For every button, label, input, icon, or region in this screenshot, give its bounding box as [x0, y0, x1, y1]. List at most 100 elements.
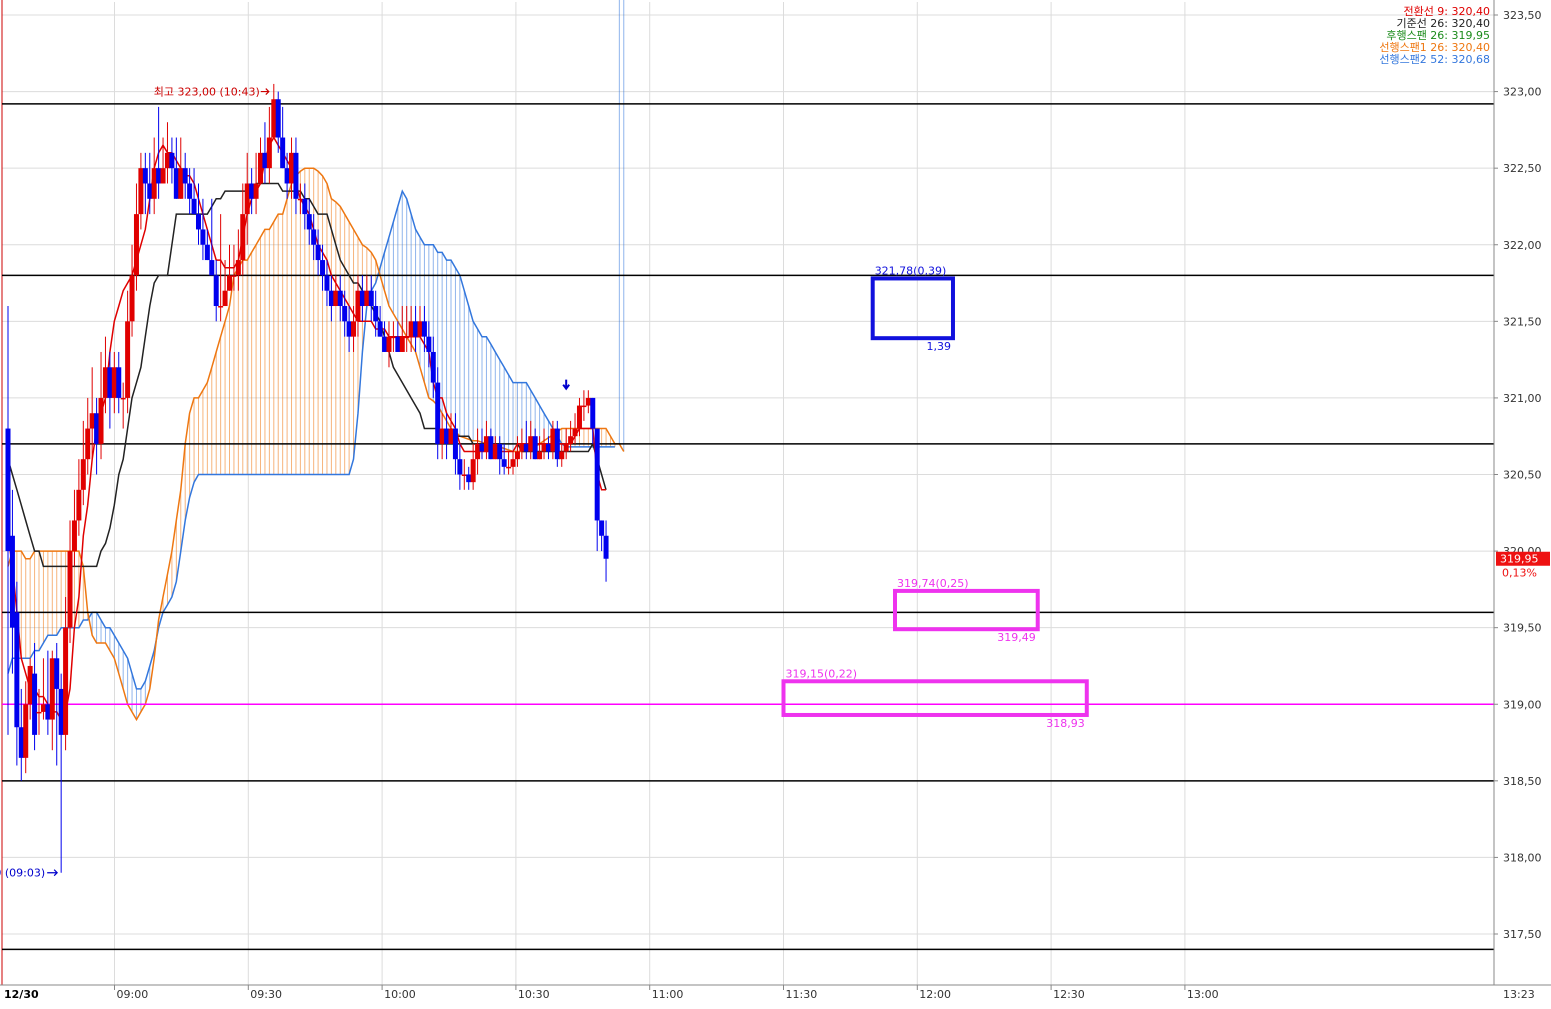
candle-down[interactable] [311, 229, 317, 245]
candle-down[interactable] [523, 443, 529, 452]
candle-down[interactable] [413, 321, 419, 337]
candle-down[interactable] [249, 183, 255, 199]
candle-up[interactable] [151, 168, 157, 199]
candle-down[interactable] [603, 535, 609, 559]
candle-down[interactable] [262, 152, 268, 169]
candle-down[interactable] [173, 168, 179, 199]
candle-up[interactable] [585, 397, 591, 406]
candle-up[interactable] [528, 436, 534, 452]
candle-down[interactable] [444, 428, 450, 444]
candle-up[interactable] [258, 152, 264, 184]
candle-up[interactable] [470, 459, 476, 483]
candle-down[interactable] [545, 443, 551, 452]
candle-up[interactable] [67, 551, 73, 628]
candle-up[interactable] [89, 413, 95, 429]
candle-up[interactable] [23, 704, 29, 758]
candle-up[interactable] [76, 489, 82, 521]
candle-down[interactable] [156, 168, 162, 184]
candle-down[interactable] [497, 443, 503, 460]
candle-down[interactable] [275, 99, 281, 138]
candle-up[interactable] [483, 436, 489, 452]
candle-down[interactable] [501, 459, 507, 467]
candle-up[interactable] [297, 198, 303, 201]
candle-down[interactable] [590, 397, 596, 429]
candle-down[interactable] [5, 428, 11, 552]
candle-up[interactable] [461, 474, 467, 477]
candle-down[interactable] [457, 459, 463, 475]
candle-up[interactable] [404, 336, 410, 339]
candle-down[interactable] [54, 658, 60, 689]
candle-down[interactable] [187, 183, 193, 199]
candle-down[interactable] [293, 152, 299, 199]
candle-up[interactable] [355, 290, 361, 322]
candle-up[interactable] [266, 137, 272, 169]
candle-up[interactable] [417, 321, 423, 337]
candle-up[interactable] [364, 290, 370, 307]
candle-down[interactable] [594, 428, 600, 521]
candle-down[interactable] [58, 688, 64, 735]
candle-up[interactable] [133, 214, 139, 276]
candle-up[interactable] [40, 704, 46, 712]
candle-up[interactable] [439, 428, 445, 444]
candle-down[interactable] [435, 382, 441, 444]
candle-up[interactable] [448, 428, 454, 444]
candle-down[interactable] [452, 428, 458, 460]
candle-down[interactable] [147, 183, 153, 199]
candle-up[interactable] [27, 665, 33, 705]
candle-up[interactable] [541, 443, 547, 452]
candle-down[interactable] [280, 137, 286, 169]
candle-up[interactable] [138, 168, 144, 215]
candle-up[interactable] [231, 275, 237, 277]
candle-up[interactable] [235, 260, 241, 276]
candle-up[interactable] [125, 321, 131, 398]
candle-up[interactable] [218, 306, 224, 308]
candle-down[interactable] [14, 612, 20, 728]
candle-up[interactable] [98, 397, 104, 444]
candle-down[interactable] [191, 198, 197, 215]
candle-down[interactable] [337, 290, 343, 307]
candle-down[interactable] [421, 321, 427, 337]
candle-up[interactable] [506, 466, 512, 469]
candle-down[interactable] [373, 306, 379, 322]
candle-up[interactable] [408, 321, 414, 337]
candle-up[interactable] [222, 290, 228, 307]
candle-down[interactable] [9, 535, 15, 628]
candle-down[interactable] [377, 321, 383, 337]
candle-up[interactable] [475, 443, 481, 460]
candle-up[interactable] [289, 152, 295, 184]
candle-down[interactable] [32, 673, 38, 735]
candle-up[interactable] [559, 451, 565, 460]
candle-up[interactable] [240, 214, 246, 261]
candle-up[interactable] [178, 168, 184, 199]
candle-down[interactable] [209, 260, 215, 276]
candle-down[interactable] [324, 275, 330, 291]
candle-up[interactable] [351, 321, 357, 337]
candle-down[interactable] [169, 152, 175, 169]
candle-down[interactable] [430, 351, 436, 383]
candle-down[interactable] [382, 336, 388, 352]
candle-up[interactable] [510, 459, 516, 467]
candle-up[interactable] [244, 183, 250, 215]
candle-up[interactable] [71, 520, 77, 552]
candle-down[interactable] [142, 168, 148, 184]
candle-down[interactable] [45, 704, 51, 720]
candle-down[interactable] [532, 436, 538, 460]
candle-up[interactable] [111, 367, 117, 398]
candle-up[interactable] [160, 168, 166, 184]
candle-down[interactable] [306, 214, 312, 230]
annotation-box[interactable] [781, 679, 1089, 717]
candle-down[interactable] [200, 229, 206, 245]
candle-up[interactable] [581, 405, 587, 408]
candle-down[interactable] [346, 321, 352, 337]
current-price-tag[interactable] [1496, 551, 1550, 566]
candle-down[interactable] [342, 306, 348, 322]
candle-down[interactable] [320, 260, 326, 276]
candle-down[interactable] [315, 244, 321, 261]
candle-down[interactable] [395, 336, 401, 352]
candle-up[interactable] [102, 367, 108, 398]
candle-up[interactable] [514, 451, 520, 460]
candle-up[interactable] [253, 183, 259, 199]
candle-down[interactable] [359, 290, 365, 307]
candle-down[interactable] [426, 336, 432, 352]
